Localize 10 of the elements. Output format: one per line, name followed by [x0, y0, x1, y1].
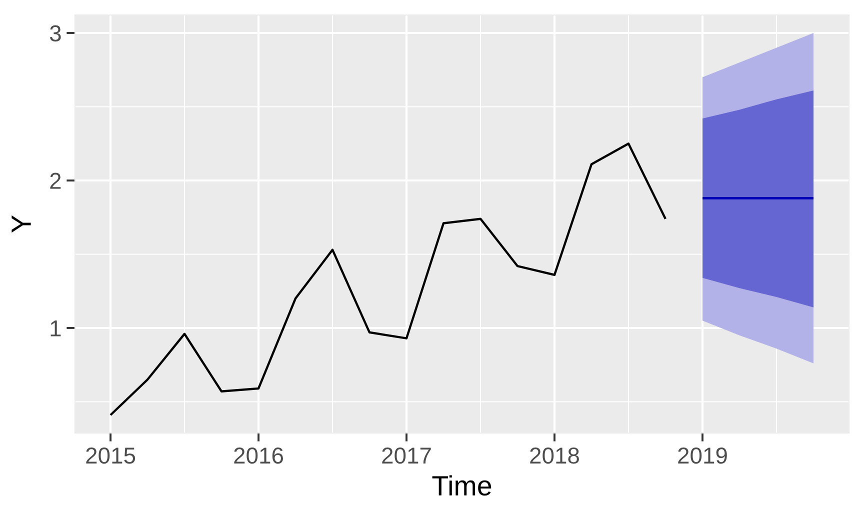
y-tick-label: 2	[50, 172, 61, 189]
y-tick-label: 1	[50, 320, 61, 336]
x-tick-label: 2016	[234, 447, 283, 464]
x-tick-label: 2015	[86, 447, 136, 464]
x-tick-label: 2019	[678, 447, 727, 464]
x-tick-label: 2017	[382, 447, 431, 464]
x-tick-label: 2018	[530, 447, 579, 464]
y-axis-title: Y	[12, 215, 31, 233]
y-tick-label: 3	[50, 25, 61, 42]
x-axis-title: Time	[432, 475, 492, 496]
